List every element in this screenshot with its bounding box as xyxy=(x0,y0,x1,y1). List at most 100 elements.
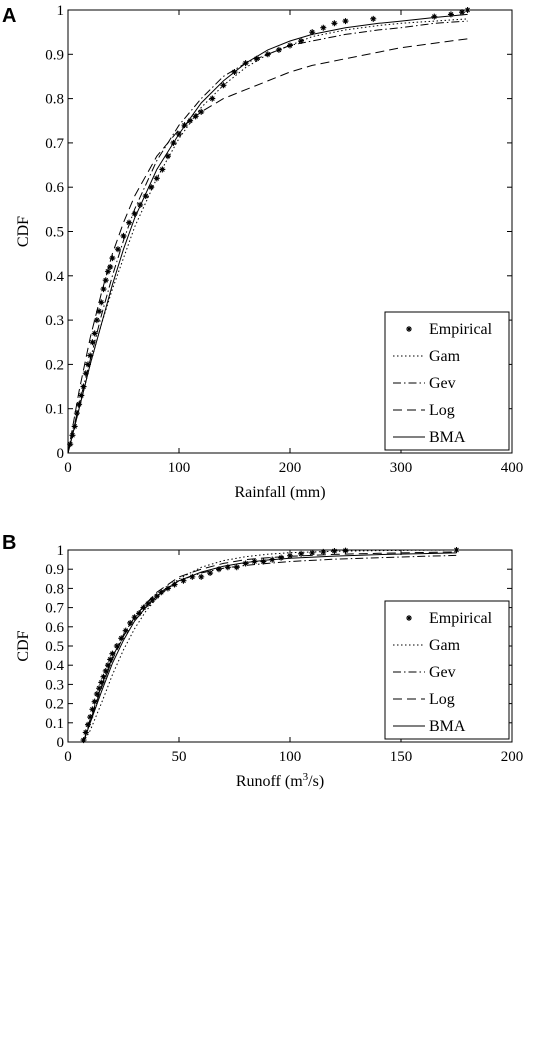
panel-a-series-empirical-point xyxy=(78,392,85,399)
panel-a-series-gam-line xyxy=(67,18,468,454)
panel-a-x-tick-label: 200 xyxy=(279,460,302,476)
panel-a-series-empirical-point xyxy=(126,219,133,226)
panel-a-series-empirical-point xyxy=(209,95,216,102)
panel-a-series-empirical-point xyxy=(159,166,166,173)
panel-b-series-empirical-point xyxy=(189,573,196,580)
panel-b-y-tick-label: 0 xyxy=(57,735,65,751)
panel-b-y-tick-label: 0.9 xyxy=(45,562,64,578)
panel-a-series-empirical-point xyxy=(431,13,438,20)
panel-b-x-tick-label: 150 xyxy=(390,749,413,765)
panel-b-series-empirical-point xyxy=(342,547,349,554)
panel-a-series-empirical-point xyxy=(459,9,466,16)
panel-a-legend-entry-empirical-label: Empirical xyxy=(429,321,493,338)
panel-a-series-empirical-point xyxy=(447,11,454,18)
panel-b-series-empirical-point xyxy=(158,589,165,596)
panel-b-chart: 0 50 100 150 200 0 0.1 0.2 0.3 0.4 0.5 0.6 0.7 0.8 0.9… xyxy=(15,543,523,790)
panel-a-series-empirical-point xyxy=(198,108,205,115)
panel-letter-b: B xyxy=(2,532,16,554)
panel-a-legend-entry-empirical-marker xyxy=(406,326,412,332)
panel-b-series-empirical-point xyxy=(102,667,109,674)
panel-a-y-tick-label: 0.4 xyxy=(45,269,64,285)
panel-a-series-empirical-point xyxy=(309,29,316,36)
panel-a-series-empirical-point xyxy=(114,246,121,253)
panel-a-series-empirical-point xyxy=(131,210,138,217)
panel-a-series-empirical-point xyxy=(73,410,80,417)
panel-b-series-empirical-point xyxy=(298,550,305,557)
panel-letter-a: A xyxy=(2,5,16,27)
panel-a-y-tick-label: 0.9 xyxy=(45,47,64,63)
panel-b-x-tick-label: 0 xyxy=(64,749,72,765)
panel-a-y-tick-label: 0.5 xyxy=(45,225,64,241)
panel-a-series-empirical-point xyxy=(107,263,114,270)
panel-b-legend-entry-gev-label: Gev xyxy=(429,664,456,681)
panel-a-series-empirical-point xyxy=(187,117,194,124)
panel-a-y-tick-label: 1 xyxy=(57,3,65,19)
panel-a-series-empirical-point xyxy=(102,277,109,284)
panel-b-x-axis-label-sup: 3 xyxy=(303,771,309,783)
panel-a-legend-entry-bma-label: BMA xyxy=(429,429,466,446)
panel-b-series-empirical-point xyxy=(207,570,214,577)
panel-b-y-axis-label: CDF xyxy=(15,630,32,661)
panel-a-x-tick-label: 100 xyxy=(168,460,191,476)
panel-a-y-tick-label: 0 xyxy=(57,446,65,462)
panel-b-series-empirical-point xyxy=(453,547,460,553)
panel-b-y-tick-label: 0.4 xyxy=(45,658,64,674)
panel-b-legend-entry-empirical-label: Empirical xyxy=(429,610,493,627)
panel-a-legend-entry-gam-label: Gam xyxy=(429,348,461,365)
panel-a-series-empirical-point xyxy=(164,153,171,160)
panel-a-series-bma-line xyxy=(67,13,468,454)
panel-a-series-empirical-point xyxy=(120,232,127,239)
panel-a-y-tick-label: 0.2 xyxy=(45,357,64,373)
panel-b-series-empirical-point xyxy=(104,662,111,669)
panel-b-series-empirical-point xyxy=(171,581,178,588)
panel-b-y-tick-label: 0.2 xyxy=(45,697,64,713)
panel-b-series-empirical-point xyxy=(278,554,285,561)
panel-a-series-empirical-point xyxy=(331,20,338,27)
panel-b-series-empirical-point xyxy=(233,564,240,571)
panel-a-y-tick-label: 0.3 xyxy=(45,313,64,329)
panel-b-y-tick-label: 1 xyxy=(57,543,65,559)
panel-b-series-empirical-point xyxy=(98,679,105,686)
panel-a-y-axis-label: CDF xyxy=(15,216,32,247)
panel-a-series-empirical-point xyxy=(370,15,377,22)
panel-b-series-bma-line xyxy=(83,552,457,743)
panel-b-x-tick-label: 200 xyxy=(501,749,524,765)
panel-b-legend-entry-empirical-marker xyxy=(406,615,412,621)
panel-b-y-tick-label: 0.3 xyxy=(45,677,64,693)
panel-b-legend-entry-gam-label: Gam xyxy=(429,637,461,654)
panel-a-series-empirical-point xyxy=(91,330,98,337)
panel-b-legend-box xyxy=(384,600,510,740)
panel-b-series-gam-line xyxy=(83,549,457,743)
panel-b-x-tick-label: 100 xyxy=(279,749,302,765)
panel-b-series-empirical-point xyxy=(91,698,98,705)
panel-a-series-empirical-point xyxy=(87,352,94,359)
panel-a-y-tick-label: 0.1 xyxy=(45,402,64,418)
panel-a-series-empirical-point xyxy=(148,184,155,191)
panel-b-series-empirical-point xyxy=(309,549,316,556)
panel-b-series-empirical-point xyxy=(122,627,129,634)
panel-b-series-empirical-point xyxy=(242,560,249,567)
panel-a-series-empirical-point xyxy=(98,299,105,306)
panel-a-series-empirical-point xyxy=(298,38,305,45)
panel-b-series-empirical-point xyxy=(113,643,120,649)
panel-a-x-tick-label: 400 xyxy=(501,460,524,476)
panel-a-series-empirical-point xyxy=(93,317,100,324)
panel-b-series-empirical-point xyxy=(140,604,147,611)
panel-b-legend-entry-log-label: Log xyxy=(429,691,455,708)
panel-b-series-empirical-point xyxy=(127,619,134,626)
panel-a-y-tick-label: 0.7 xyxy=(45,136,64,152)
panel-b-series-empirical-point xyxy=(107,656,114,663)
panel-a-x-axis-label: Rainfall (mm) xyxy=(234,484,325,501)
panel-a-series-empirical-point xyxy=(264,51,271,58)
panel-b-legend-entry-bma-label: BMA xyxy=(429,718,466,735)
panel-a-legend-entry-log-label: Log xyxy=(429,402,455,419)
panel-b-series-empirical-point xyxy=(93,691,100,697)
panel-a-series-log-line xyxy=(67,38,468,454)
panel-b-series-empirical-point xyxy=(82,729,89,736)
panel-a-series-empirical-point xyxy=(84,361,91,368)
panel-b-x-axis-label-tail: /s) xyxy=(308,773,324,790)
panel-b-y-tick-label: 0.1 xyxy=(45,716,64,732)
panel-b-y-tick-label: 0.5 xyxy=(45,639,64,655)
panel-b-y-tick-label: 0.8 xyxy=(45,581,64,597)
